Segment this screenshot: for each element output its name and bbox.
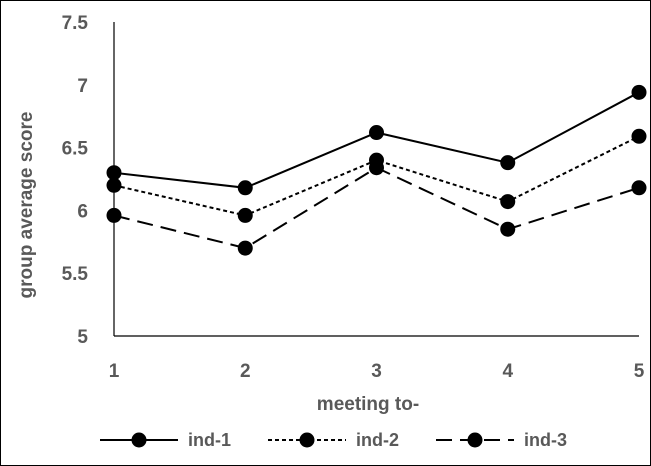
data-point bbox=[631, 84, 647, 100]
legend-item-ind-3: ind-3 bbox=[436, 430, 567, 450]
data-point bbox=[237, 207, 253, 223]
legend: ind-1 ind-2 ind-3 bbox=[100, 430, 567, 450]
data-point bbox=[106, 207, 122, 223]
y-tick-label: 6.5 bbox=[62, 139, 89, 160]
data-point bbox=[369, 160, 384, 176]
axes bbox=[113, 22, 639, 337]
x-tick-label: 4 bbox=[502, 361, 513, 382]
legend-item-ind-1: ind-1 bbox=[100, 430, 231, 450]
tick-labels: 5 5.5 6 6.5 7 7.5 1 2 3 4 5 bbox=[62, 13, 645, 382]
y-axis-title: group average score bbox=[16, 112, 37, 299]
data-point bbox=[500, 221, 516, 237]
series-line bbox=[113, 135, 640, 217]
series-line bbox=[113, 166, 640, 250]
y-tick-label: 5 bbox=[77, 327, 88, 348]
legend-marker bbox=[131, 432, 147, 448]
data-point bbox=[237, 180, 253, 196]
series-ind-3 bbox=[106, 160, 647, 256]
x-tick-label: 5 bbox=[634, 361, 645, 382]
data-point bbox=[106, 165, 122, 181]
legend-label: ind-1 bbox=[188, 430, 231, 450]
data-point bbox=[500, 155, 516, 171]
series-ind-2 bbox=[106, 128, 647, 223]
data-point bbox=[500, 194, 516, 210]
y-tick-label: 6 bbox=[77, 201, 88, 222]
legend-label: ind-2 bbox=[356, 430, 399, 450]
legend-marker bbox=[299, 432, 315, 448]
x-tick-label: 2 bbox=[240, 361, 251, 382]
x-axis-title: meeting to- bbox=[317, 394, 419, 415]
x-tick-label: 3 bbox=[371, 361, 382, 382]
data-point bbox=[369, 125, 384, 141]
y-tick-label: 7.5 bbox=[62, 13, 89, 34]
y-tick-label: 5.5 bbox=[62, 264, 89, 285]
legend-label: ind-3 bbox=[524, 430, 567, 450]
legend-marker bbox=[467, 432, 483, 448]
data-point bbox=[631, 128, 647, 144]
y-tick-label: 7 bbox=[77, 76, 88, 97]
data-point bbox=[237, 240, 253, 256]
series-layer bbox=[106, 84, 647, 256]
x-tick-label: 1 bbox=[109, 361, 120, 382]
legend-item-ind-2: ind-2 bbox=[268, 430, 399, 450]
data-point bbox=[631, 180, 647, 196]
data-point bbox=[106, 177, 122, 193]
series-ind-1 bbox=[106, 84, 647, 196]
